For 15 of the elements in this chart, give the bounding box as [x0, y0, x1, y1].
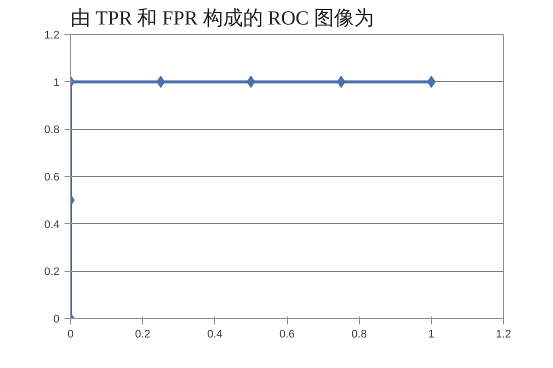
x-tick-label: 0.6: [279, 328, 295, 340]
x-tick-label: 0.8: [352, 328, 367, 340]
y-tick-label: 1.2: [44, 30, 60, 42]
y-tick-label: 0.6: [44, 172, 60, 184]
y-tick-label: 1: [53, 76, 60, 89]
y-tick-label: 0.4: [44, 218, 60, 231]
y-tick-label: 0.2: [44, 266, 60, 278]
y-tick-label: 0: [53, 314, 60, 326]
x-tick-label: 0: [67, 328, 74, 340]
y-tick-label: 0.8: [44, 124, 60, 136]
x-tick-label: 0.2: [135, 328, 150, 340]
chart-title: 由 TPR 和 FPR 构成的 ROC 图像为: [70, 8, 374, 30]
x-tick-label: 1.2: [496, 328, 512, 340]
x-tick-label: 1: [428, 328, 434, 340]
x-tick-label: 0.4: [207, 328, 222, 340]
